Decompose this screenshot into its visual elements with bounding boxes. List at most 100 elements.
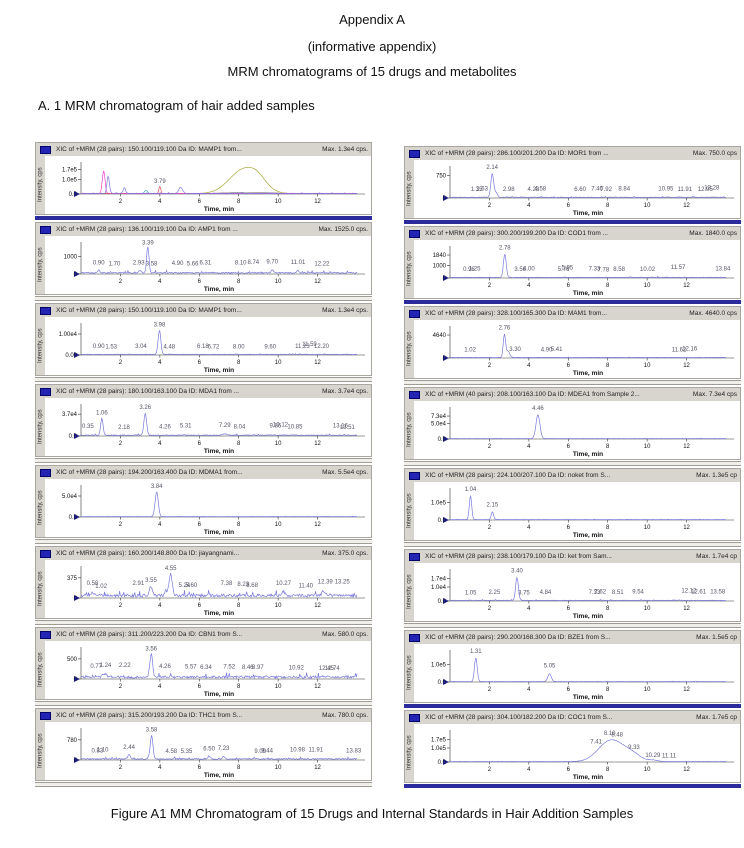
y-tick-label: 0 bbox=[74, 272, 78, 278]
chromatogram-panel-L2: XIC of +MRM (28 pairs): 136.100/119.100 … bbox=[35, 222, 372, 295]
peak-label: 4.58 bbox=[165, 749, 177, 755]
chromatogram-trace bbox=[449, 576, 726, 602]
axis-start-marker bbox=[74, 676, 80, 682]
peak-label: 11.40 bbox=[298, 583, 313, 589]
peak-label: 5.60 bbox=[186, 583, 198, 589]
y-axis-label: Intensity, cps bbox=[37, 409, 44, 445]
x-tick-label: 6 bbox=[198, 199, 202, 205]
panel-max-label: Max. 750.0 cps bbox=[692, 150, 737, 157]
x-tick-label: 6 bbox=[567, 525, 571, 531]
panel-title: XIC of +MRM (28 pairs): 150.100/119.100 … bbox=[56, 146, 242, 153]
peak-label: 12.95 bbox=[698, 187, 714, 193]
x-axis-label: Time, min bbox=[204, 367, 234, 374]
y-tick-label: 1.0e5 bbox=[431, 501, 447, 507]
chromatogram-plot: 2 4 6 8 10 12 Time, min 1.00e4 0.00 0.90 1.53 3.04 3… bbox=[45, 317, 371, 375]
panel-plot-row: Intensity, cps 2 4 6 8 10 12 Time, min 750 0 1.35 1… bbox=[405, 160, 740, 218]
panel-divider bbox=[404, 623, 741, 628]
y-axis-label: Intensity, cps bbox=[406, 251, 413, 287]
x-tick-label: 12 bbox=[314, 441, 321, 447]
panel-max-label: Max. 1.7e4 cp bbox=[696, 553, 737, 560]
x-tick-label: 10 bbox=[275, 603, 282, 609]
x-tick-label: 8 bbox=[237, 765, 241, 771]
y-tick-label: 1000 bbox=[64, 255, 78, 261]
x-tick-label: 6 bbox=[567, 606, 571, 612]
appendix-title: Appendix A bbox=[339, 12, 405, 27]
peak-label: 7.62 bbox=[594, 589, 606, 595]
chromatogram-panel-L3: XIC of +MRM (28 pairs): 150.100/119.100 … bbox=[35, 303, 372, 376]
peak-label: 10.92 bbox=[289, 665, 305, 671]
x-tick-label: 2 bbox=[488, 525, 492, 531]
window-icon bbox=[409, 552, 420, 561]
peak-label: 9.33 bbox=[628, 745, 640, 751]
x-tick-label: 10 bbox=[644, 283, 651, 289]
x-tick-label: 12 bbox=[314, 522, 321, 528]
chromatogram-trace bbox=[80, 412, 358, 436]
x-tick-label: 4 bbox=[527, 687, 531, 693]
peak-label: 4.23 bbox=[528, 187, 540, 193]
peak-label: 2.93 bbox=[133, 260, 145, 266]
peak-label: 5.35 bbox=[181, 749, 193, 755]
peak-label: 4.26 bbox=[159, 664, 171, 670]
chromatogram-plot: 2 4 6 8 10 12 Time, min 375 0 0.581.02 2.913.55 4.5… bbox=[45, 560, 371, 618]
y-axis-label: Intensity, cps bbox=[37, 247, 44, 283]
peak-label: 3.84 bbox=[151, 484, 163, 490]
x-axis-label: Time, min bbox=[573, 694, 603, 701]
x-tick-label: 8 bbox=[606, 687, 610, 693]
y-tick-label: 0.0 bbox=[438, 518, 447, 524]
x-tick-label: 8 bbox=[606, 606, 610, 612]
peak-label: 5.41 bbox=[551, 347, 563, 353]
x-tick-label: 8 bbox=[606, 525, 610, 531]
chromatogram-panel-L1: XIC of +MRM (28 pairs): 150.100/119.100 … bbox=[35, 142, 372, 215]
peak-label: 1.10 bbox=[97, 748, 109, 754]
x-tick-label: 4 bbox=[527, 203, 531, 209]
panel-divider bbox=[404, 704, 741, 708]
peak-label: 8.68 bbox=[246, 583, 258, 589]
chromatogram-plot: 2 4 6 8 10 12 Time, min 1.0e5 0.0 1.31 5.05 bbox=[414, 644, 740, 702]
peak-label: 2.78 bbox=[499, 246, 511, 252]
peak-label: 0.90 bbox=[93, 344, 105, 350]
chromatogram-trace bbox=[80, 246, 358, 274]
x-tick-label: 8 bbox=[237, 684, 241, 690]
axis-start-marker bbox=[74, 757, 80, 763]
peak-label: 1.02 bbox=[464, 347, 476, 353]
figure-caption: Figure A1 MM Chromatogram of 15 Drugs an… bbox=[110, 806, 634, 821]
peak-label: 2.98 bbox=[503, 187, 515, 193]
x-tick-label: 4 bbox=[158, 765, 162, 771]
peak-label: 13.25 bbox=[335, 580, 351, 586]
axis-start-marker bbox=[443, 195, 449, 201]
peak-label: 4.55 bbox=[165, 566, 177, 572]
y-tick-label: 750 bbox=[436, 174, 447, 180]
x-tick-label: 12 bbox=[683, 767, 690, 773]
x-tick-label: 4 bbox=[158, 199, 162, 205]
peak-label: 0.96 bbox=[463, 267, 475, 273]
y-tick-label: 0.0 bbox=[438, 680, 447, 686]
y-tick-label: 1.7e4 bbox=[431, 577, 447, 583]
y-tick-label: 1000 bbox=[433, 263, 447, 269]
x-tick-label: 4 bbox=[527, 525, 531, 531]
x-tick-label: 10 bbox=[275, 279, 282, 285]
panel-plot-row: Intensity, cps 2 4 6 8 10 12 Time, min 780 0 0.83 1… bbox=[36, 722, 371, 780]
x-tick-label: 8 bbox=[606, 203, 610, 209]
y-axis-label: Intensity, cps bbox=[406, 574, 413, 610]
panel-divider bbox=[35, 539, 372, 544]
peak-label: 12.12 bbox=[681, 588, 697, 594]
peak-label: 7.52 bbox=[223, 664, 235, 670]
y-tick-label: 5.0e4 bbox=[431, 421, 447, 427]
chromatogram-trace bbox=[81, 170, 357, 195]
peak-label: 11.11 bbox=[662, 753, 677, 759]
peak-label: 5.57 bbox=[185, 664, 197, 670]
x-tick-label: 12 bbox=[314, 603, 321, 609]
panel-title: XIC of +MRM (28 pairs): 328.100/165.300 … bbox=[425, 310, 607, 317]
y-axis-label: Intensity, cps bbox=[406, 171, 413, 207]
chromatogram-panel-R1: XIC of +MRM (28 pairs): 286.100/201.200 … bbox=[404, 146, 741, 219]
panel-title: XIC of +MRM (28 pairs): 286.100/201.200 … bbox=[425, 150, 609, 157]
panel-titlebar: XIC of +MRM (28 pairs): 180.100/163.100 … bbox=[36, 385, 371, 398]
chromatogram-trace bbox=[81, 185, 357, 195]
panel-plot-row: Intensity, cps 2 4 6 8 10 12 Time, min 1.0e5 0.0 1… bbox=[405, 482, 740, 540]
x-tick-label: 4 bbox=[158, 279, 162, 285]
axis-start-marker bbox=[443, 759, 449, 765]
peak-label: 1.02 bbox=[95, 584, 107, 590]
peak-label: 10.27 bbox=[276, 581, 292, 587]
x-tick-label: 4 bbox=[158, 684, 162, 690]
